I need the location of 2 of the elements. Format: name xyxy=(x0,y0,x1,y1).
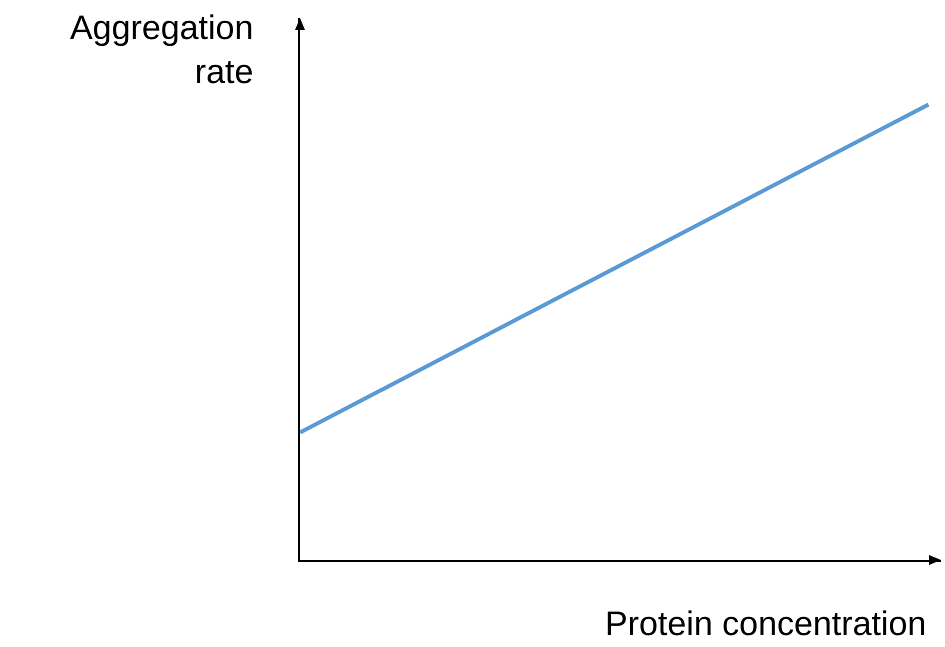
x-axis-title: Protein concentration xyxy=(605,605,926,643)
y-axis-title: Aggregation rate xyxy=(70,9,254,92)
